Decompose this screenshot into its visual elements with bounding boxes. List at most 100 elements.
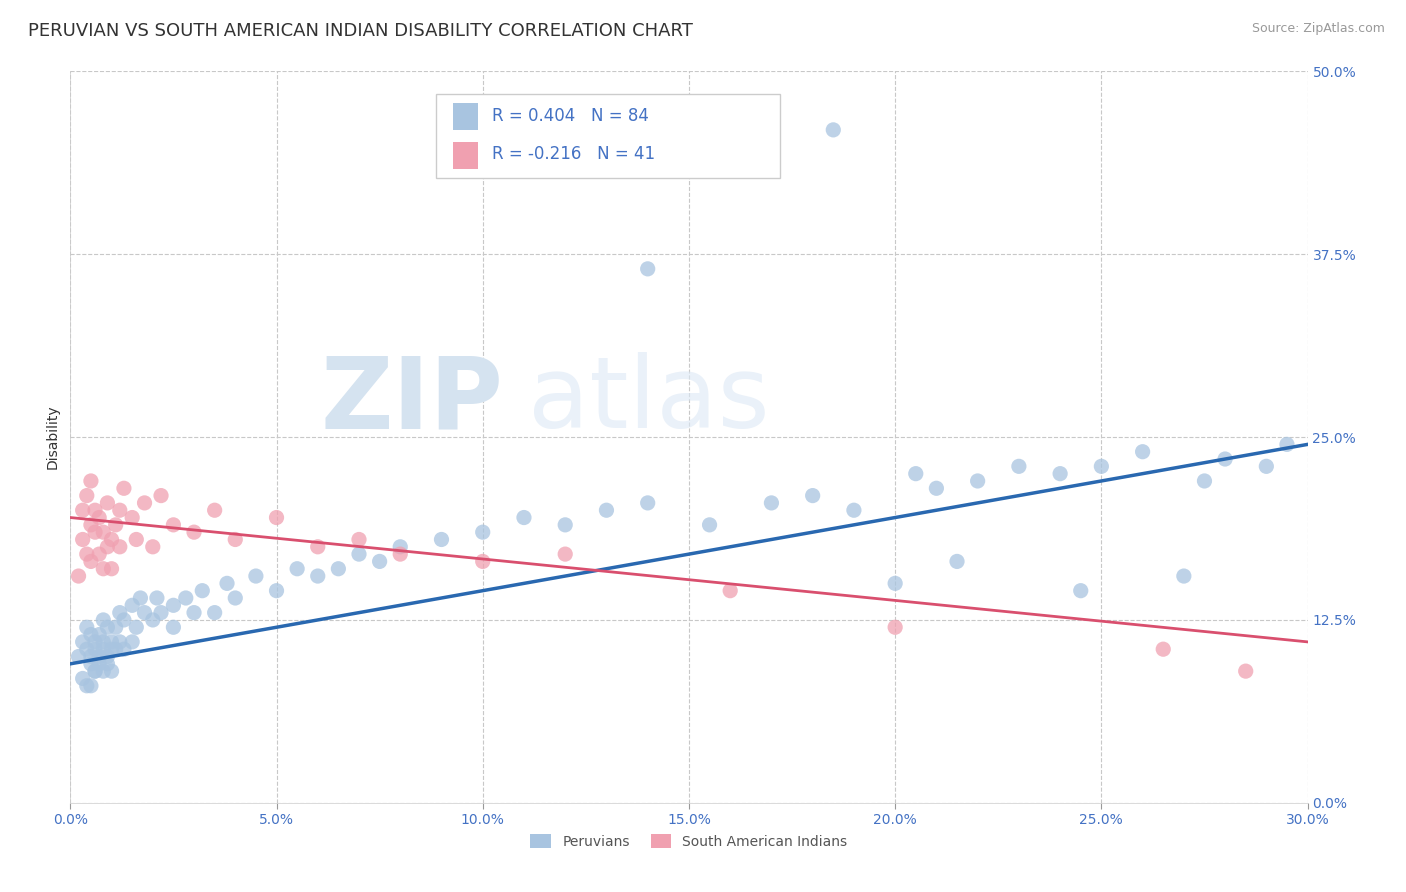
Point [307, 540, 329, 554]
Point [215, 576, 238, 591]
Point [842, 503, 865, 517]
Point [125, 533, 148, 547]
Point [91, 642, 114, 657]
Point [554, 517, 576, 532]
Point [285, 562, 308, 576]
Point [1008, 459, 1031, 474]
Point [266, 510, 288, 524]
Point [1090, 459, 1112, 474]
Point [112, 481, 135, 495]
Point [430, 533, 453, 547]
Point [142, 540, 165, 554]
Point [389, 547, 412, 561]
Point [328, 562, 350, 576]
Point [884, 576, 907, 591]
Point [121, 599, 143, 613]
Point [134, 606, 156, 620]
Point [108, 606, 131, 620]
Point [112, 613, 135, 627]
Point [554, 547, 576, 561]
Point [266, 583, 288, 598]
Point [72, 503, 94, 517]
Point [121, 635, 143, 649]
Point [884, 620, 907, 634]
Point [1256, 459, 1278, 474]
Point [104, 642, 127, 657]
Point [67, 649, 90, 664]
Point [389, 540, 412, 554]
Point [1049, 467, 1071, 481]
Point [100, 533, 122, 547]
Point [761, 496, 783, 510]
Point [1275, 437, 1298, 451]
Point [84, 503, 107, 517]
Point [162, 517, 184, 532]
Text: R = 0.404   N = 84: R = 0.404 N = 84 [492, 107, 650, 125]
Point [801, 489, 824, 503]
Point [637, 496, 659, 510]
Point [1152, 642, 1174, 657]
Point [89, 657, 111, 671]
Point [100, 664, 122, 678]
Point [1234, 664, 1257, 678]
Point [925, 481, 948, 495]
Point [91, 562, 114, 576]
Point [91, 613, 114, 627]
Point [150, 489, 173, 503]
Point [80, 474, 103, 488]
Point [89, 649, 111, 664]
Point [946, 554, 969, 568]
Point [96, 657, 118, 671]
Point [513, 510, 536, 524]
Point [471, 525, 494, 540]
Point [72, 533, 94, 547]
Point [699, 517, 721, 532]
Point [80, 517, 103, 532]
Point [347, 547, 370, 561]
Point [72, 672, 94, 686]
Point [108, 503, 131, 517]
Point [224, 591, 246, 605]
Text: atlas: atlas [529, 352, 769, 449]
Point [121, 510, 143, 524]
Text: Source: ZipAtlas.com: Source: ZipAtlas.com [1251, 22, 1385, 36]
Point [471, 554, 494, 568]
Point [100, 642, 122, 657]
Point [96, 620, 118, 634]
Point [104, 620, 127, 634]
Point [96, 540, 118, 554]
Point [72, 635, 94, 649]
Point [80, 679, 103, 693]
Point [89, 627, 111, 641]
Point [146, 591, 169, 605]
Text: R = -0.216   N = 41: R = -0.216 N = 41 [492, 145, 655, 163]
Point [183, 606, 205, 620]
Point [595, 503, 617, 517]
Point [100, 562, 122, 576]
Point [174, 591, 197, 605]
Point [80, 649, 103, 664]
Point [76, 489, 98, 503]
Point [89, 510, 111, 524]
Point [104, 517, 127, 532]
Point [1132, 444, 1154, 458]
Y-axis label: Disability: Disability [45, 405, 59, 469]
Point [183, 525, 205, 540]
Point [67, 569, 90, 583]
Point [1173, 569, 1195, 583]
Point [112, 642, 135, 657]
Point [191, 583, 214, 598]
Point [368, 554, 391, 568]
Point [150, 606, 173, 620]
Point [84, 525, 107, 540]
Point [84, 642, 107, 657]
Point [142, 613, 165, 627]
Point [76, 642, 98, 657]
Point [347, 533, 370, 547]
Point [84, 635, 107, 649]
Point [108, 635, 131, 649]
Legend: Peruvians, South American Indians: Peruvians, South American Indians [524, 829, 853, 855]
Point [76, 679, 98, 693]
Point [966, 474, 988, 488]
Point [125, 620, 148, 634]
